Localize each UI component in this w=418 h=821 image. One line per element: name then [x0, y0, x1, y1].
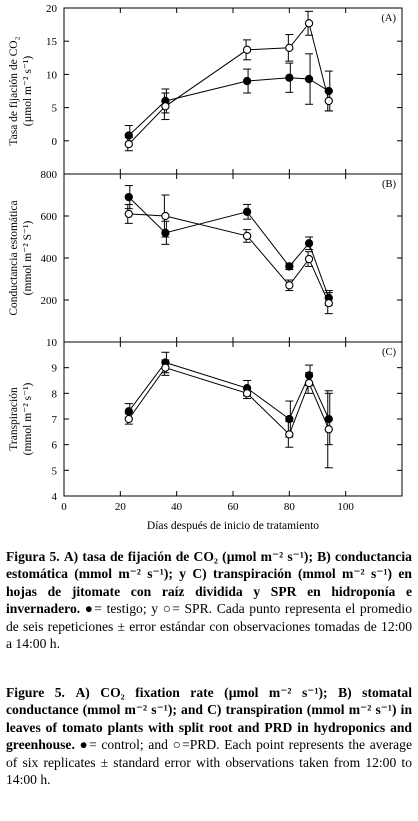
series-line: [128, 22, 330, 145]
caption-es-rest: ●= testigo; y ○= SPR. Cada punto represe…: [6, 601, 412, 652]
x-tick-label: 0: [61, 501, 67, 513]
point-open: [324, 96, 333, 106]
series-line: [128, 77, 330, 136]
point-open: [242, 389, 252, 398]
y-axis-label: Transpiración: [8, 387, 20, 451]
series-line: [128, 196, 330, 299]
y-tick-label: 400: [41, 253, 58, 265]
point-open: [304, 378, 314, 388]
y-tick-label: 10: [46, 337, 58, 349]
point-filled: [304, 239, 314, 248]
y-tick-label: 200: [41, 295, 58, 307]
y-axis-label: Conductancia estomática: [8, 200, 20, 315]
point-filled: [124, 192, 133, 202]
x-tick-label: 100: [337, 501, 354, 513]
panel-1: 0 5 10 15 20 (A) Tasa de fijación de CO₂ (µmol …: [8, 3, 403, 175]
y-tick-label: 0: [52, 136, 58, 148]
caption-es-bold: A) tasa de fijación de CO₂ (µmol m⁻² s⁻¹…: [6, 549, 412, 617]
x-axis-label: Días después de inicio de tratamiento: [147, 520, 319, 532]
point-filled: [304, 74, 314, 84]
point-open: [324, 298, 333, 308]
caption-en-bold: A) CO₂ fixation rate (µmol m⁻² s⁻¹); B) …: [6, 685, 412, 753]
point-filled: [242, 207, 252, 216]
point-open: [242, 231, 252, 241]
y-tick-label: 20: [46, 3, 58, 15]
y-tick-label: 10: [46, 69, 58, 81]
point-open: [324, 425, 333, 434]
panel-tag: (C): [382, 347, 397, 358]
y-tick-label: 4: [52, 491, 58, 503]
point-open: [161, 211, 170, 221]
y-tick-label: 600: [41, 211, 58, 223]
y-axis-unit: (mmol m⁻² S⁻¹): [22, 221, 34, 296]
point-open: [304, 19, 314, 28]
y-tick-label: 5: [52, 103, 58, 115]
caption-english: Figure 5. A) CO₂ fixation rate (µmol m⁻²…: [6, 684, 412, 788]
point-open: [161, 363, 170, 372]
panel-tag: (B): [382, 179, 397, 190]
point-open: [285, 43, 294, 52]
point-open: [242, 45, 252, 54]
point-open: [285, 430, 294, 439]
x-tick-label: 20: [115, 501, 127, 513]
panel-frame: [63, 341, 403, 497]
point-open: [161, 102, 170, 111]
point-filled: [324, 414, 333, 424]
panel-3: 4 5 6 7 8 9 10 (C) Transpiración (mmol m⁻² s⁻¹) 0 2…: [8, 337, 403, 532]
point-filled: [285, 414, 294, 424]
y-tick-label: 7: [52, 414, 58, 426]
y-axis-label: Tasa de fijación de CO₂: [8, 36, 20, 145]
series-line: [128, 367, 330, 436]
point-filled: [124, 131, 133, 140]
point-filled: [242, 76, 252, 86]
caption-es-lead: Figura 5.: [6, 549, 60, 564]
point-open: [124, 209, 133, 219]
y-tick-label: 800: [41, 169, 58, 181]
point-open: [285, 281, 294, 290]
point-open: [304, 254, 314, 264]
point-open: [124, 414, 133, 424]
panel-frame: [63, 7, 403, 175]
x-tick-label: 40: [171, 501, 183, 513]
caption-en-lead: Figure 5.: [6, 685, 65, 700]
y-tick-label: 6: [52, 440, 58, 452]
point-filled: [161, 228, 170, 237]
point-open: [124, 139, 133, 149]
x-tick-label: 60: [228, 501, 240, 513]
y-axis-unit: (mmol m⁻² s⁻¹): [22, 382, 34, 455]
y-tick-label: 8: [52, 388, 58, 400]
panel-tag: (A): [381, 13, 396, 24]
y-tick-label: 9: [52, 363, 58, 375]
x-tick-label: 80: [284, 501, 296, 513]
panel-2: 200 400 600 800 (B) Conductancia estomática (m…: [8, 169, 403, 343]
panel-frame: [63, 173, 403, 343]
point-filled: [285, 73, 294, 82]
caption-en-rest: ●= control; and ○=PRD. Each point repres…: [6, 737, 412, 788]
y-tick-label: 15: [46, 36, 58, 48]
point-filled: [285, 262, 294, 271]
y-axis-unit: (µmol m⁻² s⁻¹): [22, 56, 34, 127]
caption-spanish: Figura 5. A) tasa de fijación de CO₂ (µm…: [6, 548, 412, 652]
series-line: [128, 213, 330, 304]
figure-5-chart: 0 5 10 15 20 (A) Tasa de fijación de CO₂ (µmol …: [8, 3, 403, 532]
y-tick-label: 5: [52, 465, 58, 477]
